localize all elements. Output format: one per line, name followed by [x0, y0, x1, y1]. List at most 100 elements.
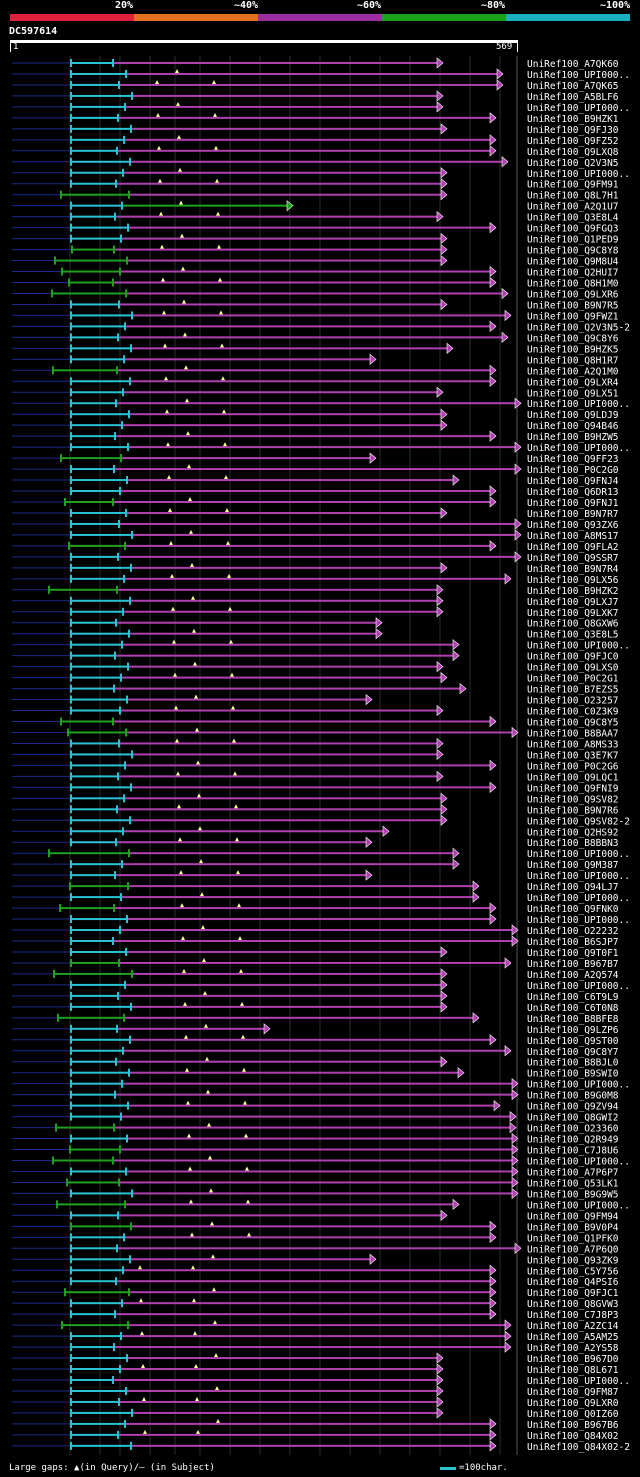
row-label[interactable]: UniRef100_O22232: [527, 926, 619, 937]
row-label[interactable]: UniRef100_UPI000..: [527, 981, 630, 992]
row-label[interactable]: UniRef100_A7QK65: [527, 81, 619, 92]
row-label[interactable]: UniRef100_Q9LX51: [527, 388, 619, 399]
row-label[interactable]: UniRef100_Q9LXJ7: [527, 597, 619, 608]
row-label[interactable]: UniRef100_B9N7R4: [527, 564, 619, 575]
row-label[interactable]: UniRef100_UPI000..: [527, 1080, 630, 1091]
row-label[interactable]: UniRef100_Q9C8Y8: [527, 246, 619, 257]
row-label[interactable]: UniRef100_A2Q1M0: [527, 366, 619, 377]
row-label[interactable]: UniRef100_B8BJL0: [527, 1058, 619, 1069]
row-label[interactable]: UniRef100_Q53LK1: [527, 1178, 619, 1189]
row-label[interactable]: UniRef100_Q9FNJ1: [527, 498, 619, 509]
row-label[interactable]: UniRef100_A8MS33: [527, 739, 619, 750]
row-label[interactable]: UniRef100_C6T0N8: [527, 1003, 619, 1014]
row-label[interactable]: UniRef100_Q84X02: [527, 1431, 619, 1442]
row-label[interactable]: UniRef100_A5BLF6: [527, 92, 619, 103]
row-label[interactable]: UniRef100_Q9SV82-2: [527, 816, 630, 827]
row-label[interactable]: UniRef100_Q6DR13: [527, 487, 619, 498]
row-label[interactable]: UniRef100_B967B6: [527, 1420, 619, 1431]
row-label[interactable]: UniRef100_Q8H1R7: [527, 355, 619, 366]
row-label[interactable]: UniRef100_Q9FJ30: [527, 125, 619, 136]
row-label[interactable]: UniRef100_B6SJP7: [527, 937, 619, 948]
row-label[interactable]: UniRef100_Q93ZK9: [527, 1255, 619, 1266]
row-label[interactable]: UniRef100_UPI000..: [527, 1200, 630, 1211]
row-label[interactable]: UniRef100_Q9SV82: [527, 794, 619, 805]
row-label[interactable]: UniRef100_Q9FF23: [527, 454, 619, 465]
row-label[interactable]: UniRef100_B9V0P4: [527, 1222, 619, 1233]
row-label[interactable]: UniRef100_B8BAA7: [527, 728, 619, 739]
row-label[interactable]: UniRef100_Q9LXQ8: [527, 147, 619, 158]
row-label[interactable]: UniRef100_A2YS58: [527, 1343, 619, 1354]
row-label[interactable]: UniRef100_B9G0M8: [527, 1091, 619, 1102]
row-label[interactable]: UniRef100_Q9LZP6: [527, 1025, 619, 1036]
row-label[interactable]: UniRef100_Q8GWI2: [527, 1113, 619, 1124]
row-label[interactable]: UniRef100_Q9FNI9: [527, 783, 619, 794]
row-label[interactable]: UniRef100_B9HZW5: [527, 432, 619, 443]
row-label[interactable]: UniRef100_UPI000..: [527, 103, 630, 114]
row-label[interactable]: UniRef100_Q8GXW6: [527, 619, 619, 630]
row-label[interactable]: UniRef100_Q4PSI6: [527, 1277, 619, 1288]
row-label[interactable]: UniRef100_B9HZK2: [527, 586, 619, 597]
row-label[interactable]: UniRef100_Q3E8L4: [527, 213, 619, 224]
row-label[interactable]: UniRef100_C0Z3K9: [527, 707, 619, 718]
row-label[interactable]: UniRef100_P0C2G1: [527, 674, 619, 685]
row-label[interactable]: UniRef100_Q9FNK0: [527, 904, 619, 915]
row-label[interactable]: UniRef100_C5Y756: [527, 1266, 619, 1277]
row-label[interactable]: UniRef100_Q9FNJ4: [527, 476, 619, 487]
row-label[interactable]: UniRef100_O23257: [527, 696, 619, 707]
row-label[interactable]: UniRef100_Q94B46: [527, 421, 619, 432]
row-label[interactable]: UniRef100_A5AM25: [527, 1332, 619, 1343]
row-label[interactable]: UniRef100_Q9T0F1: [527, 948, 619, 959]
row-label[interactable]: UniRef100_Q9LDJ9: [527, 410, 619, 421]
row-label[interactable]: UniRef100_Q2V3N5-2: [527, 322, 630, 333]
row-label[interactable]: UniRef100_Q9LXS0: [527, 663, 619, 674]
row-label[interactable]: UniRef100_Q9LXR0: [527, 1398, 619, 1409]
row-label[interactable]: UniRef100_UPI000..: [527, 70, 630, 81]
row-label[interactable]: UniRef100_C7J8P3: [527, 1310, 619, 1321]
row-label[interactable]: UniRef100_Q9LXR4: [527, 377, 619, 388]
row-label[interactable]: UniRef100_Q2R949: [527, 1135, 619, 1146]
row-label[interactable]: UniRef100_Q9FM94: [527, 1211, 619, 1222]
row-label[interactable]: UniRef100_Q9FM91: [527, 180, 619, 191]
row-label[interactable]: UniRef100_B9SWI0: [527, 1069, 619, 1080]
row-label[interactable]: UniRef100_Q9FJC0: [527, 652, 619, 663]
row-label[interactable]: UniRef100_Q9FJC1: [527, 1288, 619, 1299]
row-label[interactable]: UniRef100_Q9ST00: [527, 1036, 619, 1047]
row-label[interactable]: UniRef100_P0C2G0: [527, 465, 619, 476]
row-label[interactable]: UniRef100_B7EZS5: [527, 685, 619, 696]
row-label[interactable]: UniRef100_Q0IZ60: [527, 1409, 619, 1420]
row-label[interactable]: UniRef100_A8MS17: [527, 531, 619, 542]
row-label[interactable]: UniRef100_B9HZK5: [527, 344, 619, 355]
row-label[interactable]: UniRef100_Q3E8L5: [527, 630, 619, 641]
row-label[interactable]: UniRef100_A2Q574: [527, 970, 619, 981]
row-label[interactable]: UniRef100_Q94LJ7: [527, 882, 619, 893]
row-label[interactable]: UniRef100_A2ZC14: [527, 1321, 619, 1332]
row-label[interactable]: UniRef100_UPI000..: [527, 443, 630, 454]
row-label[interactable]: UniRef100_UPI000..: [527, 915, 630, 926]
row-label[interactable]: UniRef100_UPI000..: [527, 169, 630, 180]
row-label[interactable]: UniRef100_Q2HS92: [527, 827, 619, 838]
row-label[interactable]: UniRef100_P0C2G6: [527, 761, 619, 772]
row-label[interactable]: UniRef100_UPI000..: [527, 399, 630, 410]
row-label[interactable]: UniRef100_Q9FLA2: [527, 542, 619, 553]
row-label[interactable]: UniRef100_Q93ZX6: [527, 520, 619, 531]
row-label[interactable]: UniRef100_Q1PED9: [527, 235, 619, 246]
row-label[interactable]: UniRef100_Q9FWZ1: [527, 311, 619, 322]
row-label[interactable]: UniRef100_Q3E7K7: [527, 750, 619, 761]
row-label[interactable]: UniRef100_UPI000..: [527, 1157, 630, 1168]
row-label[interactable]: UniRef100_UPI000..: [527, 641, 630, 652]
row-label[interactable]: UniRef100_Q9M387: [527, 860, 619, 871]
row-label[interactable]: UniRef100_Q9FM87: [527, 1387, 619, 1398]
row-label[interactable]: UniRef100_Q8L671: [527, 1365, 619, 1376]
row-label[interactable]: UniRef100_Q9C8Y6: [527, 333, 619, 344]
row-label[interactable]: UniRef100_A7QK60: [527, 59, 619, 70]
row-label[interactable]: UniRef100_B9N7R6: [527, 805, 619, 816]
row-label[interactable]: UniRef100_Q2V3N5: [527, 158, 619, 169]
row-label[interactable]: UniRef100_B8BFE8: [527, 1014, 619, 1025]
row-label[interactable]: UniRef100_B9N7R5: [527, 300, 619, 311]
row-label[interactable]: UniRef100_Q9LXR6: [527, 289, 619, 300]
row-label[interactable]: UniRef100_B8BBN3: [527, 838, 619, 849]
row-label[interactable]: UniRef100_UPI000..: [527, 849, 630, 860]
row-label[interactable]: UniRef100_B9N7R7: [527, 509, 619, 520]
row-label[interactable]: UniRef100_Q9FGQ3: [527, 224, 619, 235]
row-label[interactable]: UniRef100_Q9LQC1: [527, 772, 619, 783]
